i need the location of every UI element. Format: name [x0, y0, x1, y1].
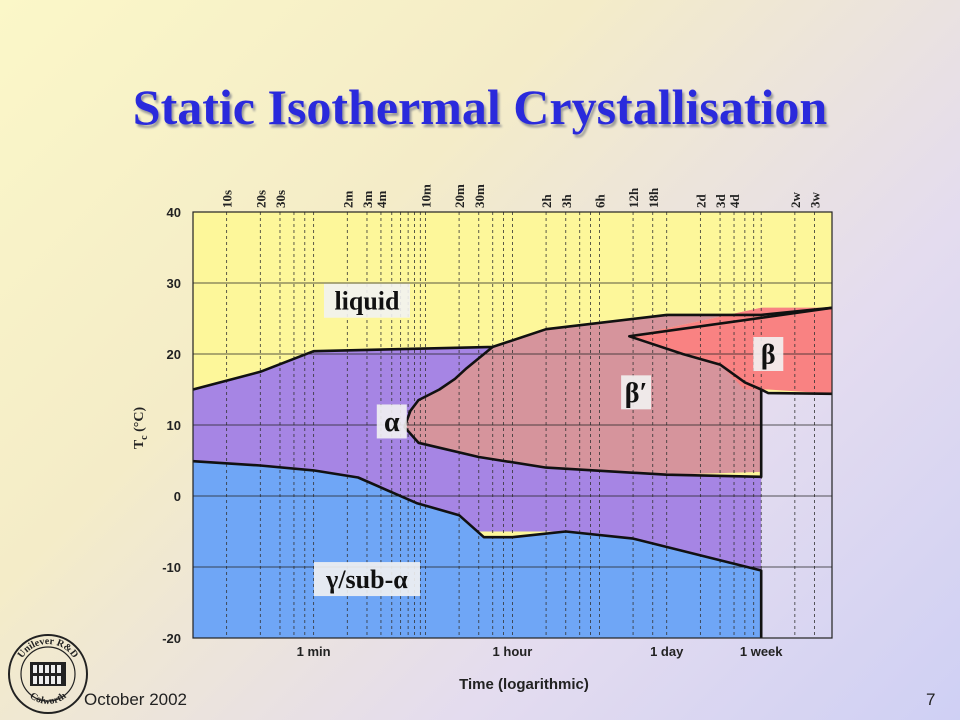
top-time-label: 30m: [472, 184, 487, 208]
top-time-label: 12h: [626, 187, 641, 208]
top-time-label: 30s: [273, 190, 288, 208]
top-time-label: 6h: [592, 194, 607, 209]
page-number: 7: [926, 690, 936, 709]
y-tick-label: -10: [162, 560, 181, 575]
svg-text:Colworth: Colworth: [28, 690, 69, 707]
top-time-label: 20m: [452, 184, 467, 208]
region-label-bg: [376, 404, 407, 439]
top-time-label: 10s: [220, 190, 235, 208]
top-time-label: 3w: [808, 192, 823, 209]
top-time-label: 3d: [713, 194, 728, 209]
top-time-label: 2m: [340, 191, 355, 209]
y-axis-label: Tc (°C): [132, 407, 150, 450]
region-label-bg: [313, 562, 420, 597]
top-time-label: 20s: [253, 190, 268, 208]
region-label-bg: [323, 283, 410, 318]
phase-boundary-line: [760, 388, 833, 396]
region-label-liquid: liquid: [334, 287, 400, 316]
footer-date: October 2002: [84, 690, 188, 709]
top-time-label: 2d: [693, 194, 708, 209]
y-tick-label: 0: [174, 489, 181, 504]
y-axis-label-rest: (°C): [132, 407, 147, 436]
axes: 40 30 20 10 0 -10 -20 1 min 1 hour 1 day 1 week 10s…: [162, 184, 833, 659]
plot-frame: [192, 211, 833, 639]
slide-title: Static Isothermal Crystallisation: [132, 79, 828, 135]
x-tick-label: 1 hour: [493, 644, 533, 659]
x-axis-label: Time (logarithmic): [459, 676, 589, 693]
x-tick-label: 1 day: [650, 644, 684, 659]
logo-text-bottom: Colworth: [28, 690, 69, 707]
y-tick-label: 30: [167, 276, 181, 291]
top-time-label: 18h: [646, 187, 661, 208]
phase-boundary-line: [627, 306, 833, 391]
phase-boundary-line: [192, 459, 763, 638]
building-icon: [30, 662, 66, 686]
unilever-rd-colworth-logo: Unilever R&D Colworth: [8, 634, 88, 714]
top-time-label: 2w: [788, 192, 803, 209]
top-time-label: 4d: [727, 194, 742, 209]
x-tick-label: 1 week: [740, 644, 783, 659]
top-time-label: 3h: [559, 194, 574, 209]
region-label-beta: β: [761, 340, 776, 371]
y-tick-label: 40: [167, 205, 181, 220]
x-tick-label: 1 min: [297, 644, 331, 659]
phase-boundaries: [192, 306, 833, 638]
region-label-gamma-sub-alpha: γ/sub-α: [325, 565, 408, 594]
y-axis-label-main: T: [132, 439, 147, 449]
region-label-beta-prime: β′: [625, 378, 648, 409]
top-time-label: 4m: [374, 191, 389, 209]
region-beta-prime: [404, 307, 832, 475]
top-time-label: 10m: [418, 184, 433, 208]
phase-boundary-line: [192, 306, 833, 391]
region-labels: liquid α γ/sub-α β′ β: [313, 283, 784, 597]
y-tick-label: -20: [162, 631, 181, 646]
y-tick-label: 20: [167, 347, 181, 362]
top-time-label: 2h: [539, 194, 554, 209]
region-label-bg: [621, 375, 652, 410]
region-label-alpha: α: [384, 407, 400, 438]
y-axis-label-sub: c: [139, 435, 150, 440]
region-label-bg: [753, 337, 784, 371]
top-time-label: 3m: [360, 191, 375, 209]
y-tick-label: 10: [167, 418, 181, 433]
